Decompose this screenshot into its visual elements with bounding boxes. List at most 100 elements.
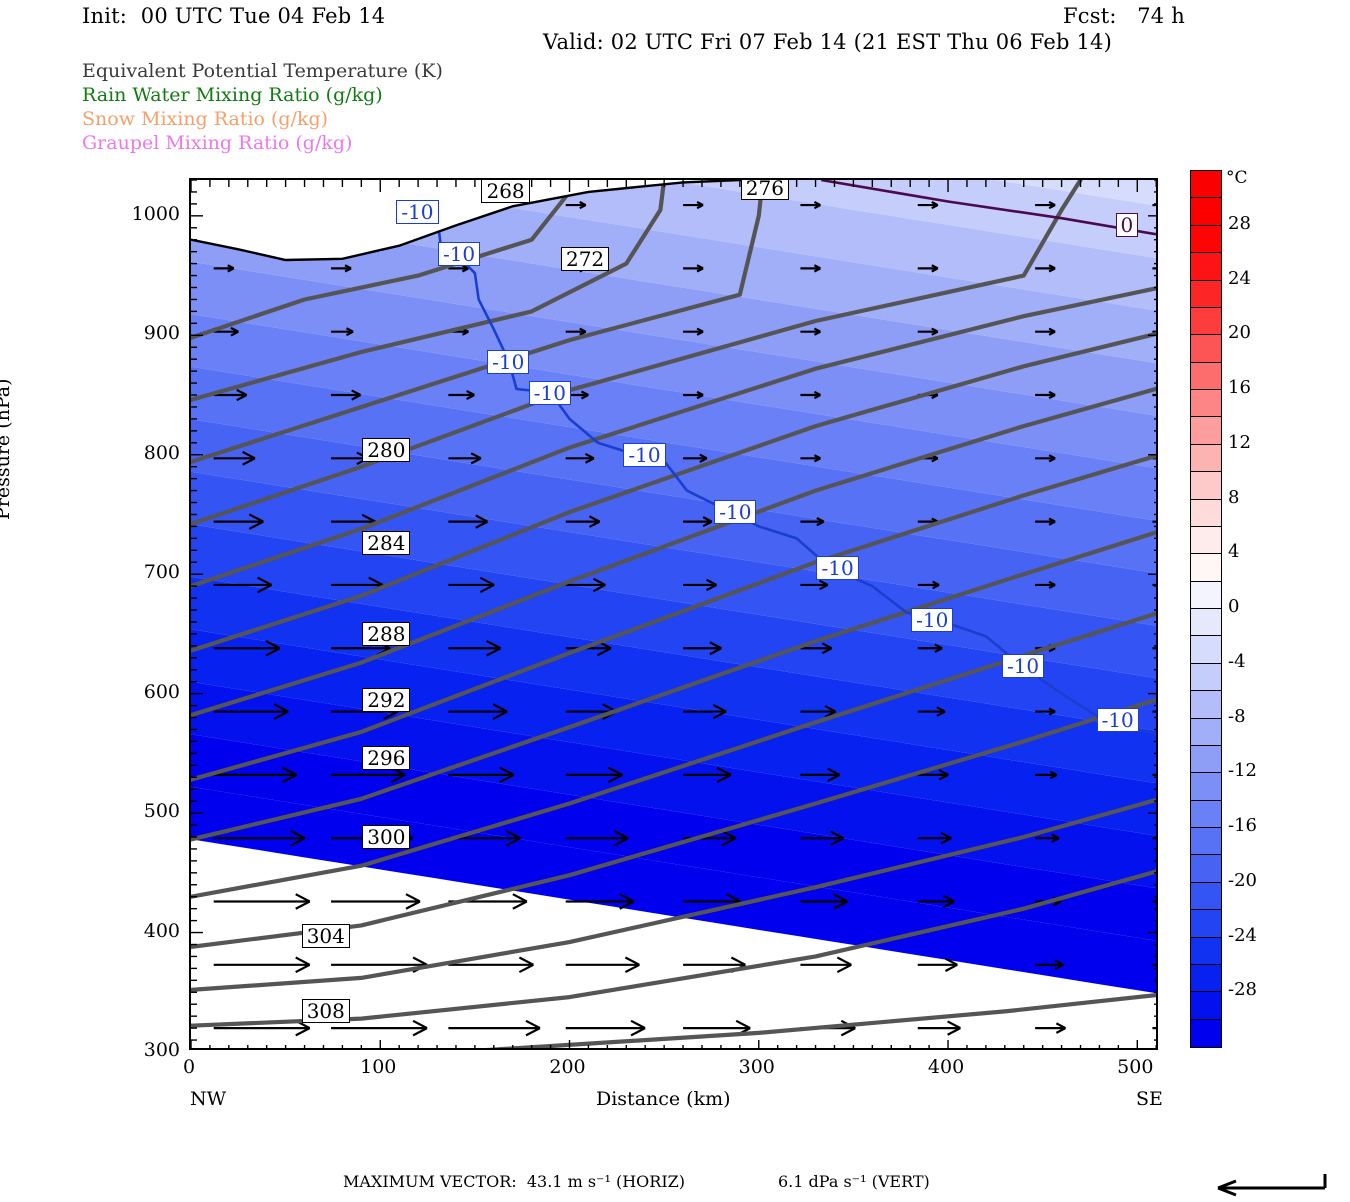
colorbar-swatch xyxy=(1191,636,1221,664)
theta-e-contour-292 xyxy=(191,386,1156,718)
wind-vector xyxy=(565,956,640,974)
wind-vector xyxy=(565,200,587,210)
wind-vector xyxy=(331,327,354,337)
theta-e-contour-label: 300 xyxy=(362,824,411,849)
colorbar-swatch xyxy=(1191,828,1221,856)
wind-vector xyxy=(1152,710,1156,713)
wind-vector xyxy=(1035,390,1056,400)
theta-e-contour-300 xyxy=(191,530,1156,842)
colorbar-swatch xyxy=(1191,745,1221,774)
snow-contour-label: -10 xyxy=(396,200,439,225)
legend-item-theta-e: Equivalent Potential Temperature (K) xyxy=(82,60,443,82)
wind-vector xyxy=(213,893,311,910)
colorbar-swatch xyxy=(1191,773,1221,801)
x-tick-400: 400 xyxy=(927,1056,965,1078)
wind-vector xyxy=(917,706,946,717)
colorbar-swatch xyxy=(1191,964,1221,993)
theta-e-contour-label: 296 xyxy=(362,746,411,771)
wind-vector xyxy=(800,893,848,910)
wind-vector xyxy=(565,452,595,464)
colorbar-swatch xyxy=(1191,526,1221,555)
wind-vector xyxy=(213,956,311,974)
y-tick-600: 600 xyxy=(143,680,180,703)
temperature-colorbar[interactable] xyxy=(1190,170,1222,1048)
theta-e-contour-296 xyxy=(191,453,1156,782)
theta-e-contour-label: 288 xyxy=(362,621,411,646)
wind-vector xyxy=(683,453,708,464)
wind-vector xyxy=(800,390,821,400)
wind-vector xyxy=(448,514,488,529)
colorbar-unit-label: °C xyxy=(1226,168,1248,188)
snow-contour-label: -10 xyxy=(911,607,954,632)
colorbar-swatch xyxy=(1191,472,1221,500)
wind-vector xyxy=(565,515,601,528)
forecast-hour: Fcst: 74 h xyxy=(1063,4,1185,28)
colorbar-swatch xyxy=(1191,609,1221,637)
wind-vector xyxy=(565,829,629,847)
x-axis-right-endpoint: SE xyxy=(1136,1088,1163,1110)
terrain-fill xyxy=(191,180,740,260)
wind-vector xyxy=(448,639,502,657)
wind-vector xyxy=(1152,583,1156,587)
wind-vector xyxy=(331,1019,428,1037)
wind-vector xyxy=(1152,837,1156,840)
wind-vector xyxy=(1035,264,1056,273)
colorbar-swatch xyxy=(1191,992,1221,1020)
wind-vector xyxy=(448,956,534,974)
colorbar-swatch xyxy=(1191,800,1221,828)
wind-vector xyxy=(1152,330,1156,333)
colorbar-swatch xyxy=(1191,937,1221,965)
x-tick-100: 100 xyxy=(360,1056,397,1078)
wind-vector xyxy=(917,957,958,972)
colorbar-swatch xyxy=(1191,855,1221,883)
wind-vector xyxy=(683,264,704,273)
wind-vector xyxy=(213,450,256,466)
theta-e-contour-label: 308 xyxy=(301,999,350,1024)
theta-e-contour-268 xyxy=(191,180,582,340)
wind-vector xyxy=(683,703,727,720)
wind-vector xyxy=(1035,1022,1066,1034)
snow-contour-label: -10 xyxy=(487,349,530,374)
colorbar-swatch xyxy=(1191,225,1221,254)
wind-vector xyxy=(448,576,495,594)
colorbar-swatch xyxy=(1191,280,1221,308)
theta-e-contour-label: 272 xyxy=(560,246,610,271)
wind-vector xyxy=(917,200,939,210)
wind-vector xyxy=(683,641,722,656)
wind-vector xyxy=(448,389,475,401)
y-tick-900: 900 xyxy=(143,322,180,345)
wind-vector xyxy=(1035,707,1056,716)
colorbar-swatch xyxy=(1191,417,1221,445)
wind-vector xyxy=(917,1020,961,1036)
wind-vector xyxy=(917,831,952,845)
colorbar-swatch xyxy=(1191,718,1221,746)
y-tick-800: 800 xyxy=(143,441,180,464)
colorbar-swatch xyxy=(1191,581,1221,609)
theta-e-contour-312 xyxy=(191,797,1156,993)
theta-e-contour-284 xyxy=(191,286,1156,589)
colorbar-label--28: -28 xyxy=(1228,979,1257,1001)
theta-e-contour-304 xyxy=(191,611,1156,899)
max-vector-horiz-label: MAXIMUM VECTOR: 43.1 m s⁻¹ (HORIZ) xyxy=(343,1172,686,1191)
cross-section-plot[interactable]: 3203163123083043002962922882842802762722… xyxy=(189,178,1158,1050)
wind-vector xyxy=(1152,963,1156,966)
graupel-contour-label: 0 xyxy=(1115,213,1139,238)
x-tick-300: 300 xyxy=(738,1056,775,1078)
wind-vector xyxy=(800,264,821,273)
snow-contour-line xyxy=(413,202,1156,735)
wind-vector xyxy=(1152,267,1156,270)
wind-vector xyxy=(800,642,833,655)
wind-vector xyxy=(683,578,718,592)
x-tick-200: 200 xyxy=(549,1056,586,1078)
wind-vector xyxy=(331,389,362,401)
colorbar-swatch xyxy=(1191,663,1221,692)
x-axis-title: Distance (km) xyxy=(596,1088,731,1110)
colorbar-swatch xyxy=(1191,335,1221,363)
snow-mixing-ratio-contour xyxy=(413,202,1156,735)
wind-vector xyxy=(213,639,281,657)
x-tick-500: 500 xyxy=(1117,1056,1154,1078)
wind-vector xyxy=(213,513,264,530)
colorbar-label-20: 20 xyxy=(1228,322,1251,344)
theta-e-contour-label: 284 xyxy=(362,531,411,556)
graupel-contour-line xyxy=(820,180,1156,236)
